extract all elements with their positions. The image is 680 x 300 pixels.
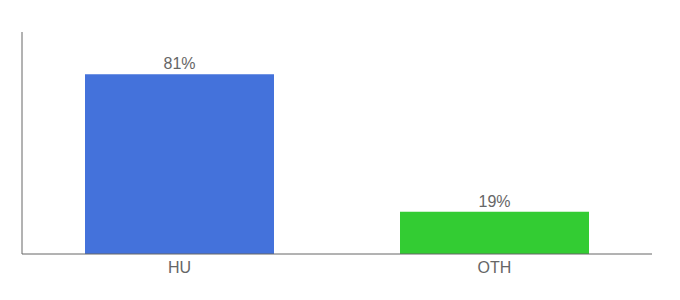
svg-text:HU: HU bbox=[168, 259, 191, 276]
svg-text:81%: 81% bbox=[163, 55, 195, 72]
svg-text:OTH: OTH bbox=[478, 259, 512, 276]
svg-text:19%: 19% bbox=[478, 193, 510, 210]
